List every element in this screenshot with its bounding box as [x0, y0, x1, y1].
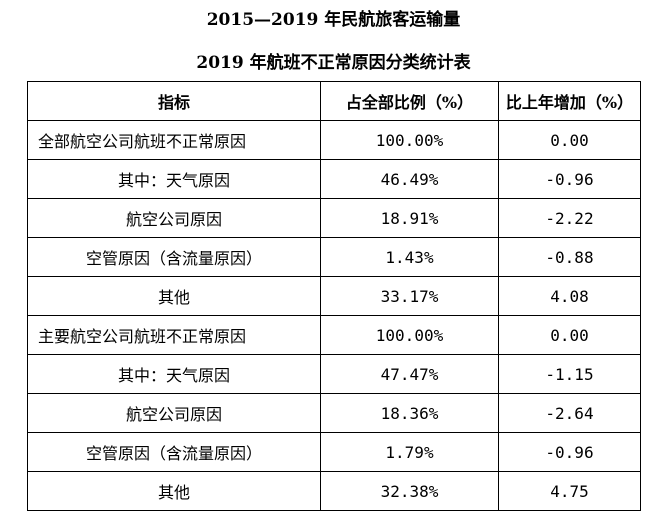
statistics-table: 指标 占全部比例（%） 比上年增加（%） 全部航空公司航班不正常原因 100.00…	[27, 81, 641, 511]
indicator-cell: 航空公司原因	[27, 393, 321, 433]
share-cell: 46.49%	[320, 159, 499, 199]
share-cell: 47.47%	[320, 354, 499, 394]
indicator-cell: 全部航空公司航班不正常原因	[27, 120, 321, 160]
table-header-row: 指标 占全部比例（%） 比上年增加（%）	[27, 81, 641, 121]
change-cell: 4.08	[498, 276, 641, 316]
indicator-cell: 其他	[27, 276, 321, 316]
indicator-cell: 其中：天气原因	[27, 159, 321, 199]
page-title: 2015—2019 年民航旅客运输量	[206, 10, 461, 30]
header-indicator: 指标	[27, 81, 321, 121]
indicator-cell: 航空公司原因	[27, 198, 321, 238]
share-cell: 1.79%	[320, 432, 499, 472]
table-row: 空管原因（含流量原因） 1.43% -0.88	[27, 237, 641, 277]
change-cell: -2.22	[498, 198, 641, 238]
table-row: 全部航空公司航班不正常原因 100.00% 0.00	[27, 120, 641, 160]
indicator-cell: 其中：天气原因	[27, 354, 321, 394]
share-cell: 32.38%	[320, 471, 499, 511]
table-row: 航空公司原因 18.91% -2.22	[27, 198, 641, 238]
table-row: 航空公司原因 18.36% -2.64	[27, 393, 641, 433]
change-cell: -0.88	[498, 237, 641, 277]
change-cell: 4.75	[498, 471, 641, 511]
change-cell: -2.64	[498, 393, 641, 433]
indicator-cell: 空管原因（含流量原因）	[27, 237, 321, 277]
table-row: 其中：天气原因 46.49% -0.96	[27, 159, 641, 199]
table-title: 2019 年航班不正常原因分类统计表	[196, 53, 471, 73]
share-cell: 33.17%	[320, 276, 499, 316]
share-cell: 100.00%	[320, 315, 499, 355]
table-row: 其他 33.17% 4.08	[27, 276, 641, 316]
share-cell: 1.43%	[320, 237, 499, 277]
indicator-cell: 其他	[27, 471, 321, 511]
table-row: 其中：天气原因 47.47% -1.15	[27, 354, 641, 394]
table-row: 其他 32.38% 4.75	[27, 471, 641, 511]
table-row: 主要航空公司航班不正常原因 100.00% 0.00	[27, 315, 641, 355]
share-cell: 18.36%	[320, 393, 499, 433]
change-cell: -0.96	[498, 432, 641, 472]
change-cell: 0.00	[498, 315, 641, 355]
share-cell: 18.91%	[320, 198, 499, 238]
indicator-cell: 主要航空公司航班不正常原因	[27, 315, 321, 355]
change-cell: 0.00	[498, 120, 641, 160]
header-share: 占全部比例（%）	[320, 81, 499, 121]
table-row: 空管原因（含流量原因） 1.79% -0.96	[27, 432, 641, 472]
change-cell: -1.15	[498, 354, 641, 394]
indicator-cell: 空管原因（含流量原因）	[27, 432, 321, 472]
header-change: 比上年增加（%）	[498, 81, 641, 121]
share-cell: 100.00%	[320, 120, 499, 160]
change-cell: -0.96	[498, 159, 641, 199]
